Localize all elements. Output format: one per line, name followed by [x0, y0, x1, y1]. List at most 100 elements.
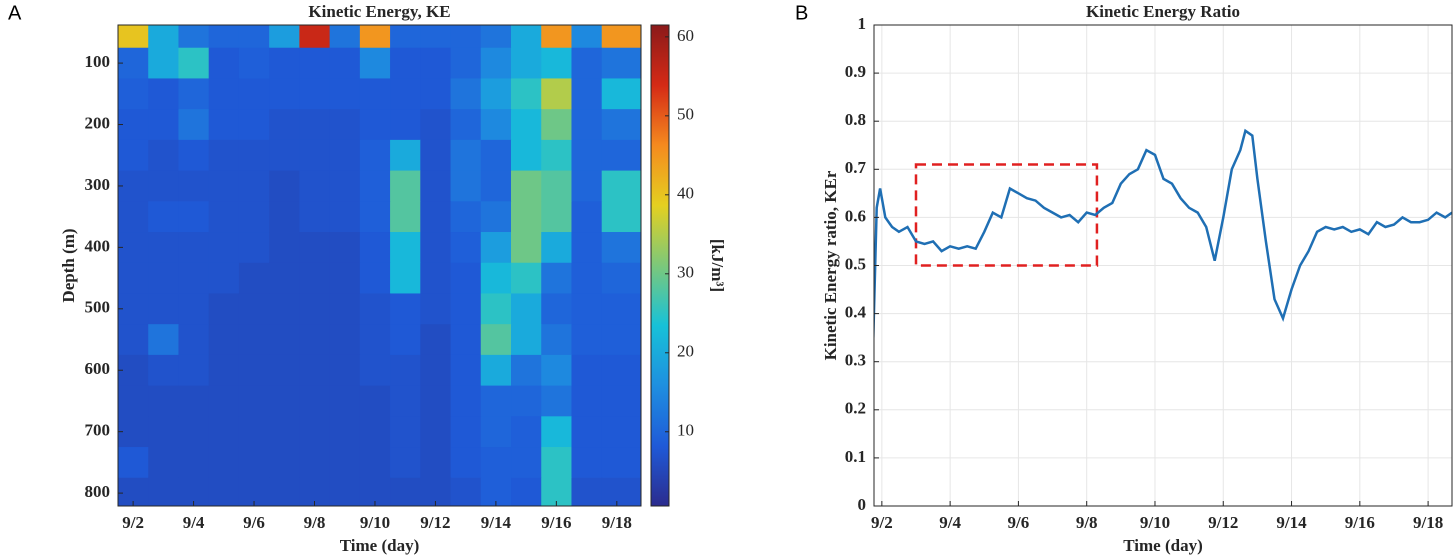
heat-cell — [480, 232, 512, 264]
colorbar-label: [kJ/m³] — [708, 239, 727, 292]
heat-cell — [511, 293, 542, 325]
colorbar — [650, 24, 670, 507]
heat-cell — [118, 47, 149, 79]
heat-cell — [450, 447, 482, 479]
heat-cell — [420, 201, 452, 233]
heat-cell — [601, 139, 642, 172]
heat-cell — [480, 47, 512, 79]
y-tick-label: 0.3 — [845, 351, 866, 370]
heat-cell — [511, 324, 542, 356]
heat-cell — [148, 109, 179, 141]
heat-cell — [420, 354, 452, 387]
heat-cell — [359, 25, 391, 49]
heat-cell — [359, 354, 391, 387]
heat-cell — [269, 447, 300, 479]
x-tick-label: 9/6 — [1008, 513, 1030, 532]
heat-cell — [571, 324, 603, 356]
heat-cell — [269, 385, 300, 417]
heat-cell — [480, 170, 512, 202]
heat-cell — [148, 232, 179, 264]
heat-cell — [480, 109, 512, 141]
heat-cell — [208, 262, 240, 294]
x-tick-label: 9/18 — [1413, 513, 1443, 532]
heat-cell — [511, 139, 542, 172]
heat-cell — [420, 416, 452, 448]
heat-cell — [390, 262, 421, 294]
x-tick-label: 9/14 — [481, 513, 512, 532]
heat-cell — [359, 109, 391, 141]
colorbar-tick-label: 60 — [677, 26, 694, 45]
heat-cell — [390, 354, 421, 387]
heat-cell — [541, 385, 572, 417]
heat-cell — [571, 262, 603, 294]
heat-cell — [178, 324, 210, 356]
y-tick-label: 600 — [85, 359, 111, 378]
heat-cell — [450, 170, 482, 202]
heat-cell — [359, 78, 391, 110]
heat-cell — [118, 139, 149, 172]
heat-cell — [208, 232, 240, 264]
heat-cell — [329, 354, 361, 387]
y-tick-label: 800 — [85, 482, 111, 501]
heat-cell — [450, 109, 482, 141]
y-tick-label: 400 — [85, 236, 111, 255]
heat-cell — [420, 324, 452, 356]
data-line — [874, 128, 1452, 338]
heat-cell — [511, 416, 542, 448]
heat-cell — [601, 232, 642, 264]
heat-cell — [359, 232, 391, 264]
heat-cell — [148, 477, 179, 507]
heat-cell — [390, 385, 421, 417]
heat-cell — [299, 78, 331, 110]
x-tick-label: 9/10 — [360, 513, 390, 532]
heat-cell — [148, 78, 179, 110]
x-tick-label: 9/4 — [183, 513, 205, 532]
heat-cell — [299, 354, 331, 387]
heat-cell — [269, 47, 300, 79]
y-tick-label: 0 — [858, 495, 867, 514]
x-tick-label: 9/16 — [541, 513, 571, 532]
y-tick-label: 700 — [85, 421, 111, 440]
y-tick-label: 0.4 — [845, 303, 867, 322]
y-axis-label: Depth (m) — [59, 228, 78, 302]
colorbar-tick-label: 20 — [677, 342, 694, 361]
heat-cell — [269, 477, 300, 507]
heat-cell — [269, 416, 300, 448]
heat-cell — [571, 232, 603, 264]
heat-cell — [359, 139, 391, 172]
heat-cell — [269, 324, 300, 356]
heat-cell — [601, 78, 642, 110]
heat-cell — [299, 416, 331, 448]
heat-cell — [178, 109, 210, 141]
heat-cell — [480, 416, 512, 448]
heat-cell — [118, 170, 149, 202]
heat-cell — [450, 232, 482, 264]
heat-cell — [269, 232, 300, 264]
x-tick-label: 9/14 — [1276, 513, 1307, 532]
x-tick-label: 9/12 — [1208, 513, 1238, 532]
y-tick-label: 0.9 — [845, 62, 866, 81]
heat-cell — [511, 447, 542, 479]
heat-cell — [238, 447, 270, 479]
heat-cell — [390, 324, 421, 356]
heat-cell — [118, 262, 149, 294]
heat-cell — [480, 354, 512, 387]
heat-cell — [208, 25, 240, 49]
heat-cell — [420, 447, 452, 479]
heat-cell — [450, 201, 482, 233]
heat-cell — [208, 447, 240, 479]
heat-cell — [269, 201, 300, 233]
y-tick-label: 300 — [85, 175, 111, 194]
heat-cell — [178, 139, 210, 172]
heat-cell — [541, 447, 572, 479]
heat-cell — [178, 416, 210, 448]
heat-cell — [299, 232, 331, 264]
heat-cell — [118, 447, 149, 479]
y-tick-label: 200 — [85, 113, 111, 132]
heat-cell — [601, 385, 642, 417]
heat-cell — [208, 78, 240, 110]
heat-cell — [269, 139, 300, 172]
heat-cell — [148, 262, 179, 294]
heat-cell — [359, 47, 391, 79]
